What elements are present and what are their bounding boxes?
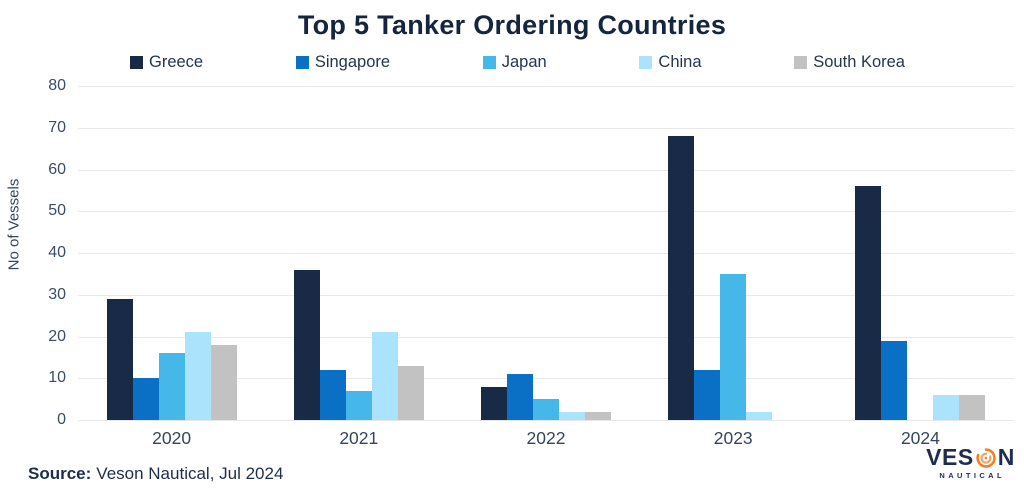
bar-china-2024 (933, 394, 960, 420)
x-tick-label-2023: 2023 (713, 428, 753, 448)
legend-item-singapore: Singapore (295, 53, 391, 72)
legend-item-japan: Japan (482, 53, 547, 72)
wordmark-pre: VES (926, 444, 974, 470)
bar-japan-2020 (158, 353, 185, 420)
bar-china-2020 (184, 332, 211, 420)
bar-south-korea-2021 (397, 365, 424, 420)
bar-singapore-2020 (132, 378, 159, 420)
bar-singapore-2021 (319, 369, 346, 420)
gridline (78, 127, 1014, 129)
y-tick-label: 0 (57, 411, 66, 428)
y-tick-label: 20 (48, 327, 66, 345)
bar-group-2021 (293, 86, 424, 420)
gridline (78, 169, 1014, 171)
bar-china-2023 (746, 411, 773, 420)
bar-china-2022 (559, 411, 585, 420)
group-slot-2024 (827, 86, 1014, 420)
bar-south-korea-2020 (210, 344, 237, 420)
bar-greece-2020 (106, 298, 133, 420)
veson-wordmark: VES N (923, 446, 1018, 469)
x-tick-label-2021: 2021 (339, 428, 379, 448)
veson-logo: VES N NAUTICAL (923, 446, 1018, 481)
gridline (78, 378, 1014, 380)
gridline (78, 211, 1014, 213)
bar-group-2022 (481, 86, 611, 420)
y-tick-label: 30 (48, 285, 66, 303)
bar-singapore-2023 (694, 369, 721, 420)
source-text: Veson Nautical, Jul 2024 (96, 464, 284, 483)
bar-china-2021 (371, 332, 398, 420)
bar-japan-2021 (345, 390, 372, 420)
bar-group-2024 (855, 86, 986, 420)
bar-groups (78, 86, 1014, 420)
group-slot-2023 (640, 86, 827, 420)
legend-label: South Korea (813, 53, 905, 71)
x-axis-labels: 2020 2021 2022 2023 2024 (78, 428, 1014, 449)
legend-swatch-icon (130, 56, 143, 69)
bar-south-korea-2024 (959, 394, 986, 420)
plot-area (78, 86, 1014, 421)
bar-japan-2023 (720, 273, 747, 420)
source-label: Source: (28, 464, 92, 483)
legend-swatch-icon (482, 56, 496, 69)
x-tick-label-2020: 2020 (152, 428, 192, 448)
bar-group-2023 (668, 86, 798, 420)
y-tick-label: 10 (48, 369, 66, 387)
gridline (78, 336, 1014, 338)
y-tick-label: 50 (48, 202, 66, 220)
bar-japan-2022 (533, 399, 559, 420)
y-axis-ticks: 0 10 20 30 40 50 60 70 80 (0, 77, 66, 428)
y-tick-label: 80 (48, 77, 66, 94)
legend: Greece Singapore Japan China South Korea (130, 53, 905, 72)
source-note: Source: Veson Nautical, Jul 2024 (28, 464, 283, 484)
legend-swatch-icon (295, 56, 309, 69)
legend-swatch-icon (639, 56, 653, 69)
y-tick-label: 70 (48, 118, 66, 136)
legend-label: Singapore (314, 53, 391, 71)
legend-label: Greece (149, 53, 204, 71)
group-slot-2021 (265, 86, 452, 420)
gridline (78, 253, 1014, 254)
x-tick-label-2022: 2022 (526, 428, 566, 448)
legend-item-greece: Greece (130, 53, 203, 72)
legend-item-china: China (639, 53, 702, 72)
legend-label: China (658, 53, 702, 71)
y-tick-label: 40 (48, 244, 66, 261)
gridline (78, 86, 1014, 87)
legend-item-south-korea: South Korea (794, 53, 905, 72)
chart-title: Top 5 Tanker Ordering Countries (297, 10, 727, 40)
bar-singapore-2022 (507, 374, 533, 420)
group-slot-2022 (452, 86, 639, 420)
legend-swatch-icon (794, 56, 808, 69)
bar-greece-2024 (855, 186, 882, 420)
bar-singapore-2024 (881, 340, 908, 420)
gridline (78, 294, 1014, 296)
swirl-o-icon (976, 447, 996, 468)
veson-subtitle: NAUTICAL (939, 471, 1005, 480)
legend-label: Japan (501, 53, 547, 71)
bar-greece-2023 (668, 136, 695, 420)
bar-south-korea-2022 (585, 411, 611, 420)
bar-group-2020 (106, 86, 237, 420)
bar-greece-2022 (481, 386, 507, 420)
y-tick-label: 60 (48, 160, 66, 178)
gridline (78, 420, 1014, 421)
bar-greece-2021 (293, 269, 320, 420)
wordmark-post: N (997, 444, 1015, 470)
group-slot-2020 (78, 86, 265, 420)
x-tick-label-2024: 2024 (900, 428, 940, 448)
